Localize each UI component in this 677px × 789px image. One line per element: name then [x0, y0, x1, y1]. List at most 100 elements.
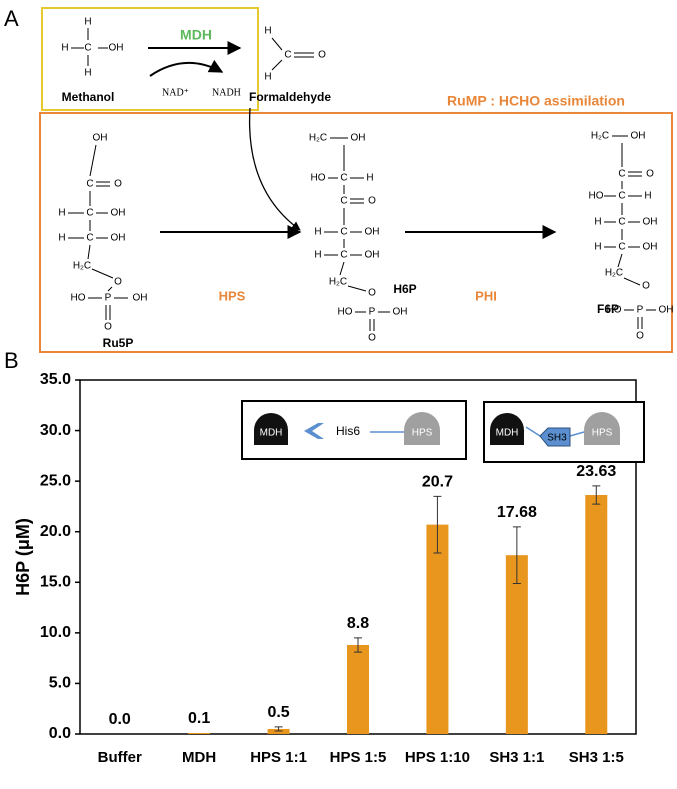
atom-label: O	[368, 196, 376, 207]
atom-label: O	[104, 322, 112, 333]
y-tick-label: 20.0	[40, 523, 71, 540]
ru5p-label: Ru5P	[103, 336, 134, 350]
atom-label: O	[642, 281, 650, 292]
atom-label: OH	[111, 233, 126, 244]
nad-label: NAD⁺	[162, 87, 189, 98]
x-tick-label: MDH	[182, 749, 216, 766]
inset-text: SH3	[547, 433, 567, 444]
atom-label: C	[618, 191, 625, 202]
value-label: 17.68	[497, 504, 537, 521]
nadh-label: NADH	[212, 87, 241, 98]
phi-label: PHI	[475, 288, 497, 303]
mdh-shape	[490, 413, 524, 445]
formaldehyde-label: Formaldehyde	[249, 90, 331, 104]
y-tick-label: 0.0	[49, 725, 71, 742]
inset: MDH SH3 HPS	[483, 401, 645, 463]
atom-label: O	[114, 179, 122, 190]
f6p-bonds	[604, 135, 656, 329]
inset-text: MDH	[260, 428, 283, 439]
rump-box	[39, 112, 673, 353]
enzyme-label: MDH	[180, 27, 212, 43]
atom-label: C	[340, 227, 347, 238]
atom-label: C	[84, 43, 91, 54]
linker	[525, 426, 585, 437]
error-bar	[433, 495, 442, 554]
atom-label: P	[637, 305, 644, 316]
atom-label: OH	[109, 43, 124, 54]
methanol-bonds	[71, 28, 108, 66]
y-tick-label: 10.0	[40, 624, 71, 641]
atom-label: O	[368, 333, 376, 344]
atom-label: HO	[71, 293, 86, 304]
x-tick-label: HPS 1:5	[330, 749, 387, 766]
value-label: 0.5	[267, 704, 289, 721]
formaldehyde-arrow	[248, 107, 301, 231]
atom-label: O	[646, 169, 654, 180]
atom-label: HO	[607, 305, 622, 316]
sh3-shape	[539, 427, 571, 447]
atom-label: OH	[93, 133, 108, 144]
atom-label: H₂C	[605, 268, 623, 279]
atom-label: C	[340, 173, 347, 184]
atom-label: HO	[338, 307, 353, 318]
atom-label: OH	[365, 250, 380, 261]
atom-label: OH	[133, 293, 148, 304]
x-tick-label: Buffer	[98, 749, 142, 766]
atom-label: HO	[311, 173, 326, 184]
atom-label: O	[318, 50, 326, 61]
cofactor-arrow	[149, 59, 224, 77]
atom-label: H	[366, 173, 373, 184]
atom-label: OH	[631, 131, 646, 142]
atom-label: P	[105, 293, 112, 304]
y-tick-label: 35.0	[40, 371, 71, 388]
bar	[505, 555, 528, 734]
atom-label: OH	[111, 208, 126, 219]
ru5p-bonds	[68, 144, 128, 320]
x-tick-label: HPS 1:10	[405, 749, 470, 766]
formaldehyde-bonds	[271, 37, 314, 71]
panel-label: A	[4, 6, 19, 31]
atom-label: OH	[365, 227, 380, 238]
atom-label: C	[340, 196, 347, 207]
hps-shape	[404, 412, 440, 445]
atom-label: O	[636, 331, 644, 342]
bar	[585, 494, 608, 734]
inset-text: HPS	[412, 428, 433, 439]
methanol-box	[41, 7, 259, 111]
atom-label: P	[369, 307, 376, 318]
atom-label: OH	[659, 305, 674, 316]
error-bar	[512, 526, 521, 584]
hps-shape	[584, 412, 620, 445]
inset-text: HPS	[592, 428, 613, 439]
value-label: 20.7	[422, 474, 453, 491]
atom-label: C	[618, 217, 625, 228]
x-tick-label: SH3 1:1	[489, 749, 544, 766]
value-label: 0.1	[188, 710, 210, 727]
atom-label: H	[594, 242, 601, 253]
atom-label: H	[594, 217, 601, 228]
atom-label: C	[86, 179, 93, 190]
h6p-label: H6P	[393, 282, 416, 296]
bar	[426, 524, 449, 734]
atom-label: H	[58, 208, 65, 219]
atom-label: H	[61, 43, 68, 54]
atom-label: OH	[393, 307, 408, 318]
atom-label: C	[618, 169, 625, 180]
atom-label: C	[86, 233, 93, 244]
error-bar	[354, 637, 362, 653]
atom-label: H	[264, 72, 271, 83]
error-bar	[274, 726, 283, 732]
bar	[188, 732, 211, 734]
inset-text: MDH	[496, 428, 519, 439]
atom-label: OH	[643, 242, 658, 253]
atom-label: H₂C	[591, 131, 609, 142]
value-label: 23.63	[576, 463, 616, 480]
inset-text: His6	[336, 424, 360, 438]
inset: MDH His6 HPS	[241, 400, 467, 460]
atom-label: H	[314, 227, 321, 238]
bar	[347, 644, 369, 734]
methanol-label: Methanol	[62, 90, 115, 104]
atom-label: OH	[351, 133, 366, 144]
y-tick-label: 25.0	[40, 472, 71, 489]
h6p-bonds	[324, 137, 390, 331]
